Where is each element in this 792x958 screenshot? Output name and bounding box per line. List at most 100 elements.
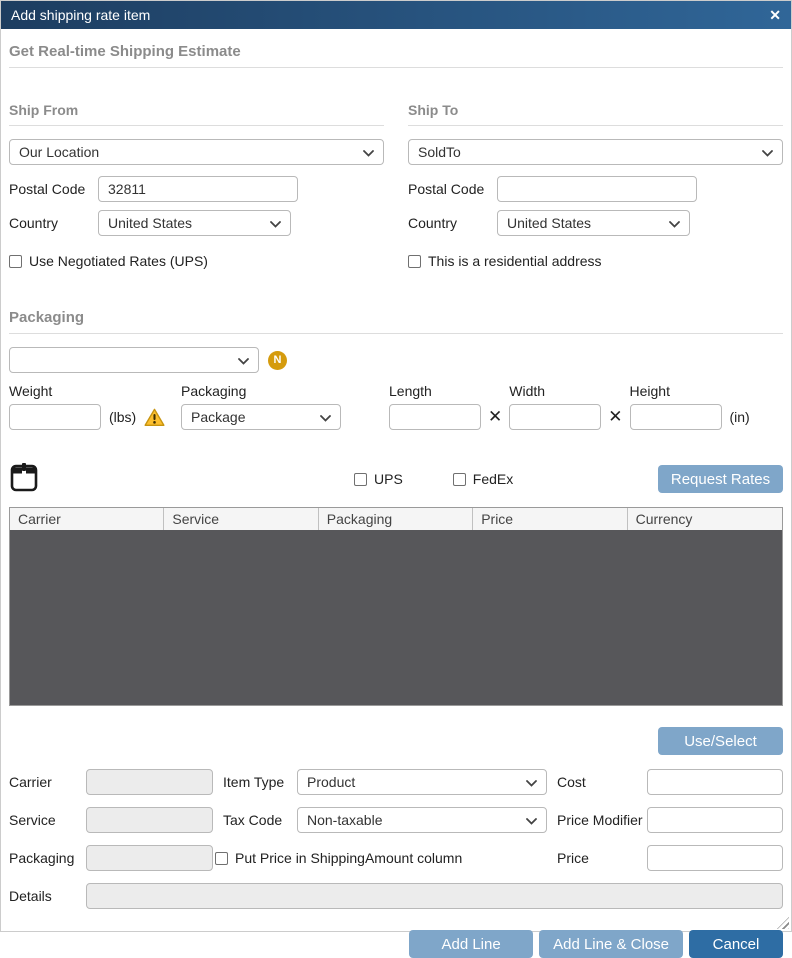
line-packaging-label: Packaging <box>9 850 75 866</box>
ship-from-postal-label: Postal Code <box>9 181 86 197</box>
ship-from-location-select[interactable]: Our Location <box>9 139 384 165</box>
column-header-currency[interactable]: Currency <box>635 511 693 527</box>
height-label: Height <box>629 383 670 399</box>
ship-to-country-select[interactable]: United States <box>497 210 690 236</box>
cost-input[interactable] <box>647 769 783 795</box>
multiply-sign: ✕ <box>608 407 623 426</box>
price-modifier-label: Price Modifier <box>557 812 643 828</box>
ship-to-section: Ship To SoldTo Postal Code Country Unite… <box>408 102 783 269</box>
ship-from-heading: Ship From <box>9 102 384 126</box>
package-icon <box>9 461 39 498</box>
put-price-label: Put Price in ShippingAmount column <box>235 850 463 866</box>
column-header-price[interactable]: Price <box>473 508 628 530</box>
checkbox-icon[interactable] <box>452 472 466 486</box>
ship-to-postal-label: Postal Code <box>408 181 485 197</box>
column-header-packaging[interactable]: Packaging <box>319 508 474 530</box>
carrier-input <box>86 769 213 795</box>
new-badge: N <box>268 350 287 370</box>
ship-from-section: Ship From Our Location Postal Code Count… <box>9 102 384 269</box>
rates-table-body <box>10 530 782 705</box>
ship-from-postal-input[interactable] <box>98 176 298 202</box>
weight-group: Weight (lbs) <box>9 383 181 430</box>
tax-code-select[interactable]: Non-taxable <box>297 807 547 833</box>
dimensions-group: Length ✕ Width ✕ Height (in) <box>389 383 750 430</box>
tax-code-label: Tax Code <box>223 812 283 828</box>
ship-to-postal-input[interactable] <box>497 176 697 202</box>
weight-input[interactable] <box>9 404 101 430</box>
width-label: Width <box>509 383 546 399</box>
height-input[interactable] <box>629 404 722 430</box>
packaging-heading: Packaging <box>9 309 783 334</box>
price-label: Price <box>557 850 589 866</box>
residential-address-checkbox[interactable]: This is a residential address <box>408 253 783 269</box>
chevron-down-icon <box>314 409 331 425</box>
negotiated-rates-checkbox[interactable]: Use Negotiated Rates (UPS) <box>9 253 384 269</box>
packaging-type-select[interactable]: Package <box>181 404 341 430</box>
rates-table-header: Carrier Service Packaging Price Currency <box>10 508 782 530</box>
packaging-type-value: Package <box>191 409 246 425</box>
service-input <box>86 807 213 833</box>
ship-to-heading: Ship To <box>408 102 783 126</box>
close-icon[interactable]: ✕ <box>769 7 781 23</box>
column-header-service[interactable]: Service <box>164 508 319 530</box>
request-rates-button[interactable]: Request Rates <box>658 465 783 493</box>
dialog-footer: Add Line Add Line & Close Cancel <box>9 930 783 958</box>
item-type-label: Item Type <box>223 774 285 790</box>
length-label: Length <box>389 383 432 399</box>
ship-from-location-value: Our Location <box>19 144 100 160</box>
fedex-checkbox[interactable]: FedEx <box>452 471 514 487</box>
ship-to-country-value: United States <box>507 215 592 231</box>
checkbox-icon[interactable] <box>215 851 228 865</box>
chevron-down-icon <box>232 352 249 368</box>
weight-label: Weight <box>9 383 53 399</box>
carrier-label: Carrier <box>9 774 52 790</box>
details-input <box>86 883 783 909</box>
ship-from-country-value: United States <box>108 215 193 231</box>
column-header-carrier[interactable]: Carrier <box>10 508 165 530</box>
dimensions-unit: (in) <box>729 409 750 425</box>
item-type-value: Product <box>307 774 356 790</box>
residential-address-label: This is a residential address <box>428 253 602 269</box>
rates-table: Carrier Service Packaging Price Currency <box>9 507 783 706</box>
cost-label: Cost <box>557 774 586 790</box>
saved-packaging-select[interactable] <box>9 347 259 373</box>
ship-to-location-value: SoldTo <box>418 144 461 160</box>
chevron-down-icon <box>357 144 374 160</box>
chevron-down-icon <box>520 812 537 828</box>
length-input[interactable] <box>389 404 481 430</box>
use-select-button[interactable]: Use/Select <box>658 727 783 755</box>
packaging-type-label: Packaging <box>181 383 247 399</box>
ship-from-country-select[interactable]: United States <box>98 210 291 236</box>
chevron-down-icon <box>264 215 281 231</box>
width-input[interactable] <box>509 404 602 430</box>
add-line-close-button[interactable]: Add Line & Close <box>539 930 683 958</box>
tax-code-value: Non-taxable <box>307 812 383 828</box>
service-label: Service <box>9 812 56 828</box>
warning-icon <box>144 408 165 427</box>
ship-to-country-label: Country <box>408 215 458 231</box>
chevron-down-icon <box>663 215 680 231</box>
line-item-form: Carrier Item Type Product Cost Service T… <box>9 769 783 909</box>
negotiated-rates-label: Use Negotiated Rates (UPS) <box>29 253 208 269</box>
weight-unit: (lbs) <box>109 409 137 425</box>
put-price-checkbox[interactable]: Put Price in ShippingAmount column <box>213 850 547 866</box>
ship-from-country-label: Country <box>9 215 59 231</box>
line-packaging-input <box>86 845 213 871</box>
checkbox-icon[interactable] <box>9 254 22 268</box>
multiply-sign: ✕ <box>488 407 503 426</box>
ups-checkbox[interactable]: UPS <box>354 471 403 487</box>
checkbox-icon[interactable] <box>408 254 421 268</box>
dialog-titlebar: Add shipping rate item ✕ <box>1 1 791 29</box>
ups-label: UPS <box>374 471 403 487</box>
cancel-button[interactable]: Cancel <box>689 930 783 958</box>
fedex-label: FedEx <box>472 471 514 487</box>
add-line-button[interactable]: Add Line <box>409 930 534 958</box>
item-type-select[interactable]: Product <box>297 769 547 795</box>
section-title: Get Real-time Shipping Estimate <box>9 43 783 68</box>
price-input[interactable] <box>647 845 783 871</box>
packaging-type-group: Packaging Package <box>181 383 389 430</box>
checkbox-icon[interactable] <box>354 472 367 486</box>
price-modifier-input[interactable] <box>647 807 783 833</box>
ship-to-location-select[interactable]: SoldTo <box>408 139 783 165</box>
